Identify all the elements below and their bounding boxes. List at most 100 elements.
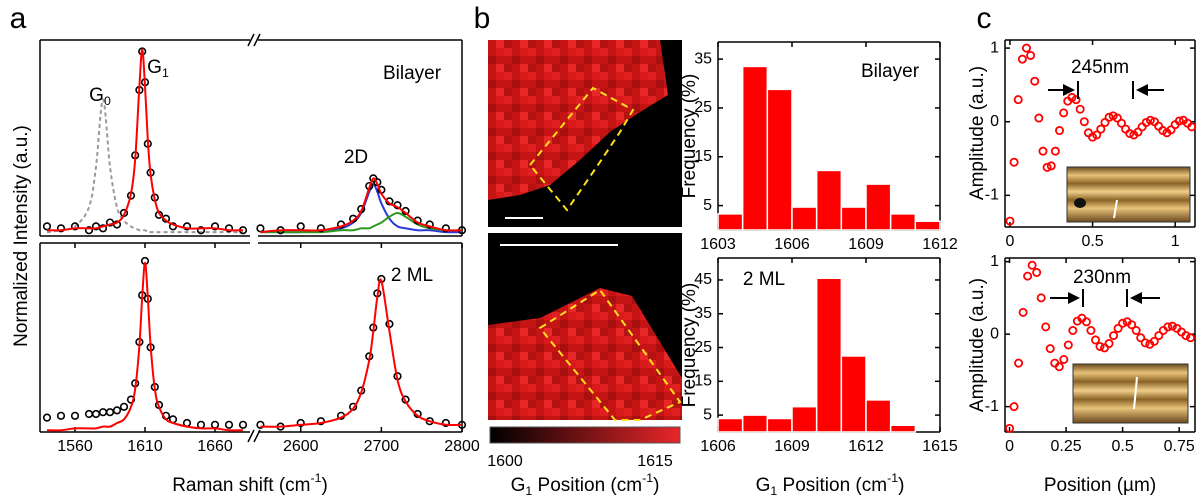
map-bottom [488, 233, 682, 421]
data-point [70, 222, 80, 231]
y-tick-label: 35 [694, 50, 712, 67]
x-tick-label: 0.25 [1051, 438, 1082, 455]
curve [46, 261, 244, 432]
y-tick-label: -1 [985, 398, 999, 415]
data-point [256, 224, 265, 233]
text-run: Position (cm [532, 475, 642, 496]
y-axis-label: Frequency (%) [679, 74, 700, 199]
data-point [1104, 339, 1114, 349]
x-tick-label: 1615 [922, 438, 958, 455]
panel-label: b [474, 2, 491, 35]
x-axis-label: G1 Position (cm-1) [756, 471, 905, 498]
data-point [105, 218, 115, 227]
data-point [1086, 325, 1096, 335]
data-point [1181, 331, 1191, 341]
x-tick-label: 1609 [848, 236, 884, 253]
text-run: -1 [311, 471, 322, 485]
data-point [56, 411, 66, 420]
data-point [1009, 157, 1019, 167]
data-point [1125, 128, 1135, 138]
annotation: Bilayer [383, 63, 442, 84]
x-tick-label: 0.75 [1164, 438, 1195, 455]
data-point [1042, 162, 1052, 172]
text-run: ) [653, 475, 659, 496]
data-point [1079, 117, 1089, 127]
bar [717, 417, 744, 433]
data-point [1071, 95, 1081, 105]
annotation: G1 [147, 57, 169, 80]
x-axis-label: Raman shift (cm-1) [172, 471, 328, 496]
data-point [98, 408, 108, 417]
text-run: Raman shift (cm [172, 475, 310, 496]
data-point [1104, 112, 1114, 122]
bar [717, 213, 744, 231]
x-tick-label: 1 [1171, 233, 1180, 250]
data-point [1005, 216, 1015, 226]
data-point [1095, 341, 1105, 351]
data-point [1185, 333, 1195, 343]
text-run: -1 [887, 471, 898, 485]
data-point [1034, 113, 1044, 123]
data-point [1009, 402, 1019, 412]
data-point [1013, 95, 1023, 105]
data-point [70, 411, 80, 420]
data-point [91, 409, 101, 419]
annotation: Bilayer [861, 61, 920, 82]
text-run: 0 [104, 94, 111, 108]
x-tick-label: 1606 [774, 236, 810, 253]
bar [865, 183, 892, 231]
data-point [210, 222, 220, 231]
x-tick-label: 2700 [364, 438, 400, 455]
bar [815, 277, 843, 433]
x-tick-label: 1606 [700, 438, 736, 455]
bar [741, 414, 769, 433]
data-point [1038, 146, 1048, 156]
y-axis-label: Amplitude (a.u.) [967, 278, 988, 412]
data-point [1063, 340, 1073, 350]
data-point [1054, 362, 1064, 372]
data-point [1109, 331, 1119, 341]
annotation: G0 [89, 85, 111, 108]
bar [840, 206, 867, 231]
data-point [84, 409, 94, 419]
arrow-head [1136, 84, 1148, 96]
axis-break [247, 33, 261, 443]
y-tick-label: 15 [694, 148, 712, 165]
x-tick-label: 2600 [283, 438, 319, 455]
data-point [1018, 307, 1028, 317]
text-run: G [147, 57, 162, 78]
x-tick-label: 1610 [127, 438, 163, 455]
annotation: 245nm [1071, 57, 1129, 78]
x-axis-label: Position (µm) [1044, 475, 1156, 496]
data-point [296, 418, 305, 428]
data-point [1026, 50, 1036, 60]
text-run: 1 [162, 66, 169, 80]
data-point [1075, 104, 1085, 114]
inset-top [1066, 166, 1191, 223]
x-tick-label: 2800 [444, 438, 480, 455]
colorbar [489, 426, 681, 444]
y-axis-label: Frequency (%) [679, 283, 700, 408]
x-tick-label: 0 [1005, 438, 1014, 455]
y-tick-label: 1 [990, 253, 999, 270]
annotation: 2 ML [743, 269, 785, 290]
bar [889, 213, 917, 231]
data-point [1167, 321, 1177, 331]
data-point [1116, 118, 1126, 128]
bar [791, 206, 818, 231]
data-point [182, 222, 192, 231]
data-point [1017, 54, 1027, 64]
data-point [126, 395, 136, 404]
text-run: G [89, 85, 104, 106]
data-point [224, 420, 234, 429]
x-tick-label: 1615 [637, 453, 673, 470]
text-run: ) [898, 475, 904, 496]
y-tick-label: 0 [990, 325, 999, 342]
y-axis-label: Normalized Intensity (a.u.) [11, 125, 32, 347]
data-point [256, 420, 265, 429]
x-tick-label: 1612 [922, 236, 958, 253]
bar [766, 88, 793, 231]
arrow-head [1130, 292, 1142, 304]
